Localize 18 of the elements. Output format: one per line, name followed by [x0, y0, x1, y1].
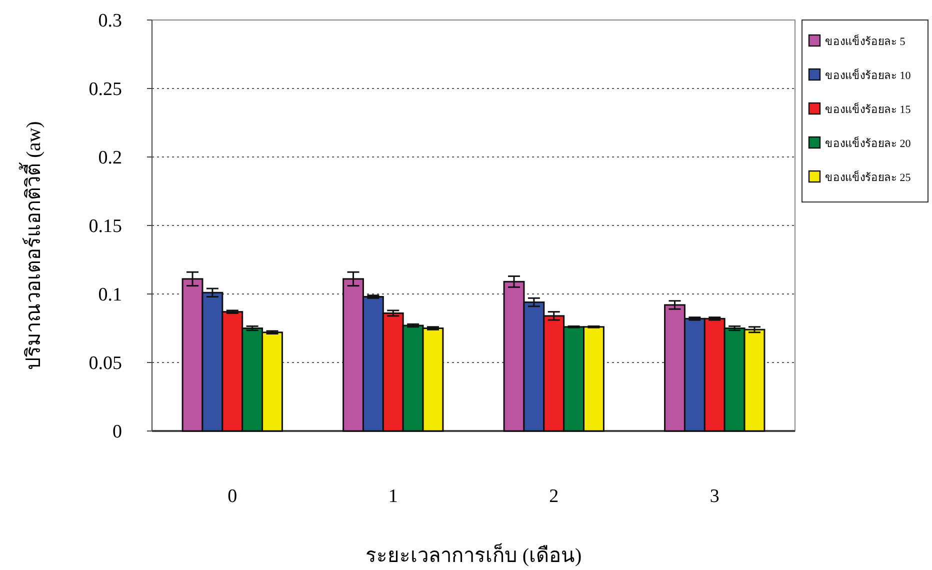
y-tick-label: 0.05	[88, 353, 122, 374]
y-tick-label: 0.15	[88, 216, 122, 238]
y-tick-label: 0	[112, 422, 122, 443]
y-tick-label: 0.3	[98, 10, 122, 32]
y-axis-title: ปริมาณวอเตอร์แอกติวิตี้ (aw)	[19, 121, 45, 370]
legend-label: ของแข็งร้อยละ 20	[825, 136, 912, 150]
y-tick-label: 0.25	[88, 79, 122, 100]
x-tick-label: 3	[710, 486, 720, 507]
y-tick-label: 0.1	[98, 284, 122, 306]
x-axis-title: ระยะเวลาการเก็บ (เดือน)	[365, 542, 582, 567]
legend-label: ของแข็งร้อยละ 25	[825, 170, 912, 184]
x-tick-label: 0	[228, 486, 238, 507]
x-tick-label: 2	[549, 486, 559, 507]
y-tick-label: 0.2	[98, 148, 122, 169]
x-tick-label: 1	[388, 486, 398, 507]
legend-label: ของแข็งร้อยละ 5	[825, 34, 906, 48]
legend-label: ของแข็งร้อยละ 10	[825, 68, 912, 82]
legend-label: ของแข็งร้อยละ 15	[825, 102, 912, 116]
